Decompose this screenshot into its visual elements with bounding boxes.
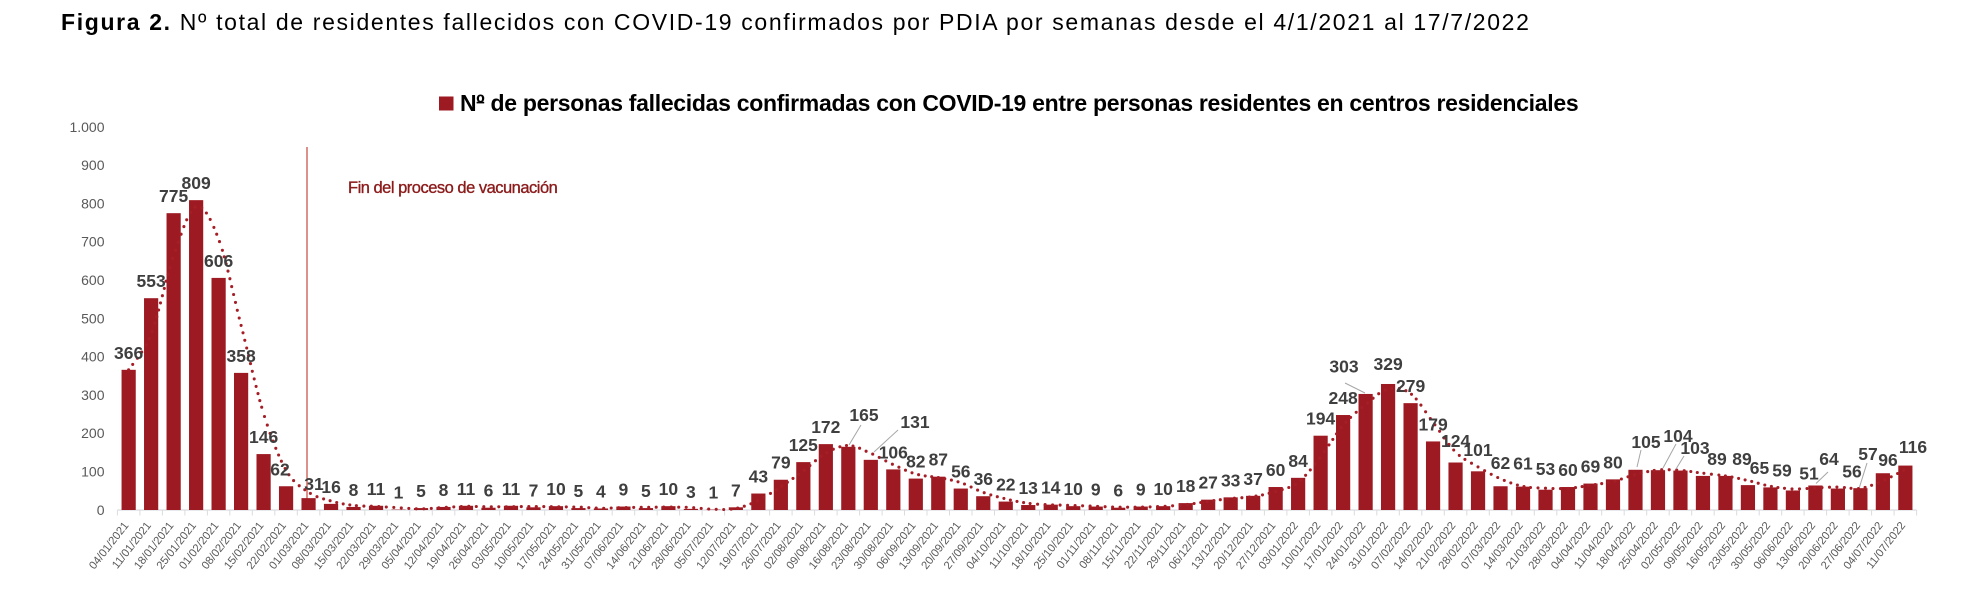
svg-text:366: 366	[114, 343, 143, 363]
svg-text:61: 61	[1513, 454, 1533, 474]
svg-text:1: 1	[709, 483, 719, 503]
svg-text:553: 553	[136, 271, 165, 291]
svg-text:248: 248	[1328, 388, 1357, 408]
svg-text:69: 69	[1581, 457, 1601, 477]
svg-text:80: 80	[1603, 452, 1623, 472]
svg-text:5: 5	[574, 481, 584, 501]
svg-text:200: 200	[81, 425, 105, 441]
svg-text:62: 62	[1491, 453, 1511, 473]
svg-text:7: 7	[731, 480, 741, 500]
svg-text:125: 125	[789, 435, 818, 455]
svg-text:103: 103	[1680, 438, 1709, 458]
svg-text:10: 10	[1063, 479, 1083, 499]
svg-text:60: 60	[1558, 460, 1578, 480]
svg-text:57: 57	[1858, 444, 1877, 464]
svg-text:59: 59	[1772, 460, 1792, 480]
svg-text:194: 194	[1306, 409, 1335, 429]
svg-text:56: 56	[951, 462, 971, 482]
svg-text:303: 303	[1329, 357, 1358, 377]
svg-text:1.000: 1.000	[69, 119, 104, 135]
svg-text:0: 0	[97, 502, 105, 518]
svg-text:131: 131	[900, 412, 929, 432]
svg-text:300: 300	[81, 387, 105, 403]
svg-text:606: 606	[204, 251, 233, 271]
svg-text:Figura 2. Nº total de resident: Figura 2. Nº total de residentes falleci…	[61, 9, 1531, 35]
svg-text:10: 10	[1153, 479, 1173, 499]
svg-text:9: 9	[619, 480, 629, 500]
svg-text:89: 89	[1707, 449, 1727, 469]
svg-text:13: 13	[1018, 478, 1038, 498]
svg-text:9: 9	[1091, 480, 1101, 500]
svg-text:53: 53	[1536, 459, 1556, 479]
svg-text:Fin del proceso de vacunación: Fin del proceso de vacunación	[348, 179, 558, 197]
svg-text:10: 10	[659, 479, 679, 499]
svg-text:64: 64	[1819, 449, 1839, 469]
svg-text:62: 62	[270, 459, 290, 479]
svg-text:36: 36	[974, 469, 994, 489]
svg-text:37: 37	[1243, 469, 1262, 489]
svg-text:6: 6	[1113, 481, 1123, 501]
svg-text:43: 43	[749, 467, 769, 487]
svg-text:51: 51	[1799, 464, 1819, 484]
svg-text:279: 279	[1396, 376, 1425, 396]
svg-text:4: 4	[596, 482, 606, 502]
svg-text:8: 8	[349, 480, 359, 500]
svg-text:1: 1	[394, 483, 404, 503]
svg-text:10: 10	[546, 479, 566, 499]
svg-text:172: 172	[811, 417, 840, 437]
svg-text:116: 116	[1899, 437, 1927, 457]
svg-text:14: 14	[1041, 478, 1061, 498]
svg-text:106: 106	[879, 442, 908, 462]
svg-text:900: 900	[81, 157, 105, 173]
svg-text:18: 18	[1176, 476, 1196, 496]
svg-text:600: 600	[81, 272, 105, 288]
svg-text:500: 500	[81, 310, 105, 326]
svg-text:82: 82	[906, 452, 926, 472]
svg-text:3: 3	[686, 482, 696, 502]
svg-text:809: 809	[181, 173, 210, 193]
svg-text:800: 800	[81, 195, 105, 211]
svg-text:84: 84	[1288, 451, 1308, 471]
svg-text:146: 146	[249, 427, 278, 447]
svg-text:96: 96	[1878, 450, 1898, 470]
svg-text:358: 358	[226, 346, 255, 366]
svg-text:Nº de personas fallecidas conf: Nº de personas fallecidas confirmadas co…	[460, 90, 1578, 116]
svg-text:100: 100	[81, 464, 105, 480]
svg-text:11: 11	[367, 479, 386, 499]
svg-text:16: 16	[321, 477, 341, 497]
svg-text:7: 7	[529, 480, 539, 500]
svg-text:9: 9	[1136, 480, 1146, 500]
svg-text:65: 65	[1750, 458, 1770, 478]
svg-text:165: 165	[849, 405, 878, 425]
svg-text:6: 6	[484, 481, 494, 501]
svg-text:79: 79	[771, 453, 791, 473]
svg-text:8: 8	[439, 480, 449, 500]
svg-text:60: 60	[1266, 460, 1286, 480]
svg-text:329: 329	[1373, 354, 1402, 374]
svg-text:105: 105	[1631, 432, 1660, 452]
svg-text:5: 5	[641, 481, 651, 501]
svg-text:11: 11	[457, 479, 476, 499]
svg-text:87: 87	[929, 450, 948, 470]
svg-text:11: 11	[502, 479, 521, 499]
svg-text:5: 5	[416, 481, 426, 501]
svg-text:101: 101	[1463, 440, 1492, 460]
svg-text:33: 33	[1221, 470, 1241, 490]
svg-text:27: 27	[1198, 473, 1217, 493]
svg-text:700: 700	[81, 234, 105, 250]
svg-text:22: 22	[996, 475, 1016, 495]
svg-text:400: 400	[81, 349, 105, 365]
svg-text:56: 56	[1842, 462, 1862, 482]
